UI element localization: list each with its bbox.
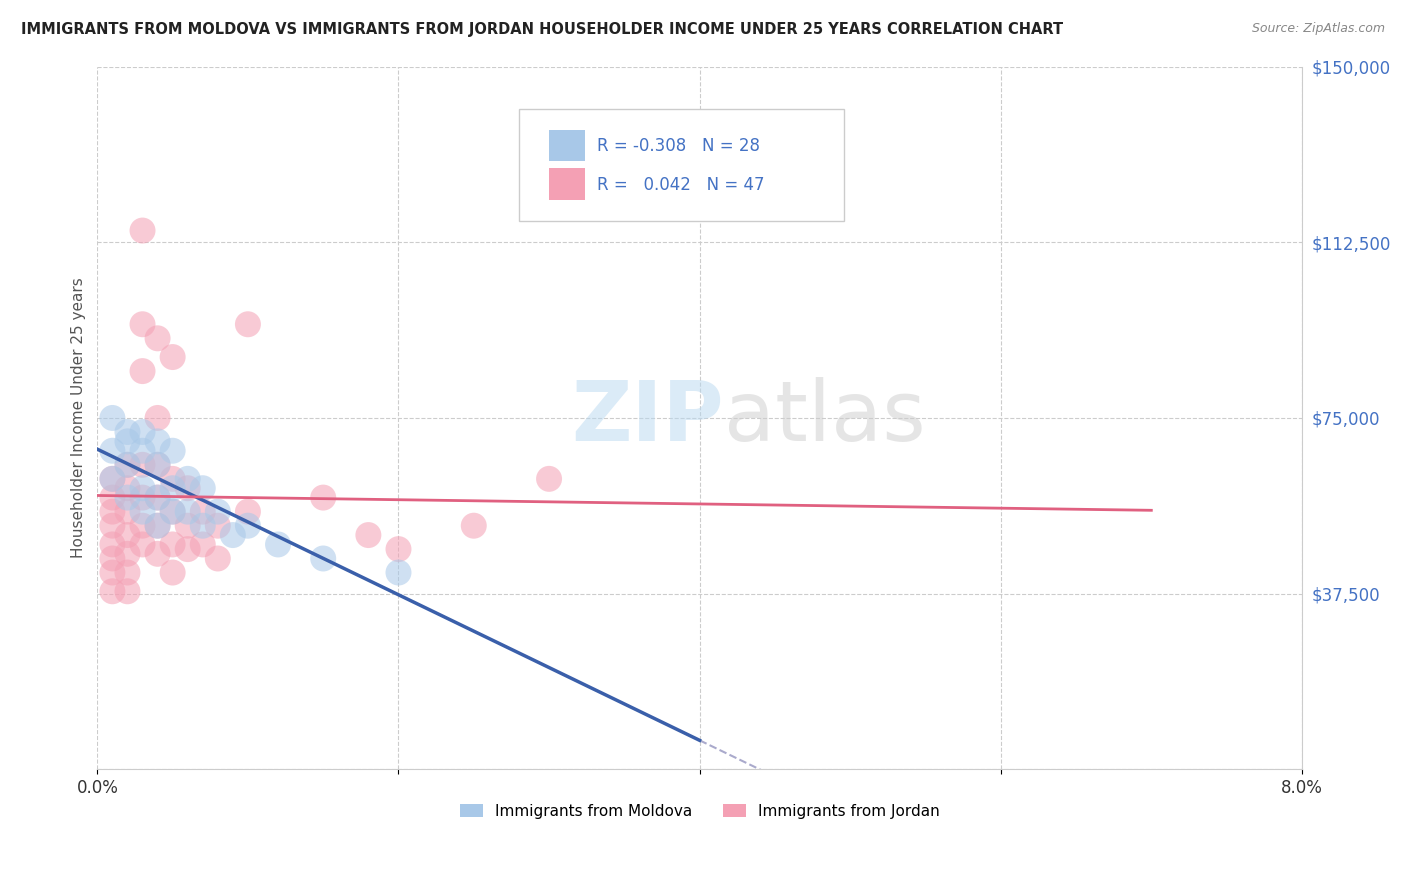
Point bbox=[101, 411, 124, 425]
Point bbox=[146, 491, 169, 505]
Point bbox=[131, 518, 153, 533]
Point bbox=[176, 505, 198, 519]
Point bbox=[131, 318, 153, 332]
Point bbox=[387, 542, 409, 557]
Point bbox=[162, 481, 184, 495]
Point bbox=[146, 458, 169, 472]
Text: Source: ZipAtlas.com: Source: ZipAtlas.com bbox=[1251, 22, 1385, 36]
Point bbox=[131, 364, 153, 378]
Point bbox=[101, 551, 124, 566]
FancyBboxPatch shape bbox=[519, 109, 844, 221]
Point bbox=[146, 547, 169, 561]
Point bbox=[176, 518, 198, 533]
Point bbox=[117, 566, 139, 580]
Text: IMMIGRANTS FROM MOLDOVA VS IMMIGRANTS FROM JORDAN HOUSEHOLDER INCOME UNDER 25 YE: IMMIGRANTS FROM MOLDOVA VS IMMIGRANTS FR… bbox=[21, 22, 1063, 37]
Point bbox=[146, 331, 169, 345]
Point bbox=[162, 350, 184, 364]
Point bbox=[207, 518, 229, 533]
Point bbox=[101, 584, 124, 599]
Point bbox=[101, 566, 124, 580]
Point bbox=[162, 566, 184, 580]
Point bbox=[463, 518, 485, 533]
Point bbox=[312, 491, 335, 505]
Point bbox=[146, 491, 169, 505]
Point bbox=[101, 443, 124, 458]
Point bbox=[176, 481, 198, 495]
Point bbox=[222, 528, 245, 542]
Point bbox=[101, 518, 124, 533]
Point bbox=[162, 505, 184, 519]
Text: ZIP: ZIP bbox=[571, 377, 724, 458]
Point bbox=[117, 491, 139, 505]
Point bbox=[236, 518, 259, 533]
Bar bbox=[550, 130, 585, 161]
Point bbox=[131, 443, 153, 458]
Point bbox=[176, 542, 198, 557]
Point bbox=[146, 518, 169, 533]
Point bbox=[162, 537, 184, 551]
Point bbox=[117, 434, 139, 449]
Text: R = -0.308   N = 28: R = -0.308 N = 28 bbox=[598, 137, 761, 155]
Point bbox=[162, 472, 184, 486]
Point bbox=[117, 481, 139, 495]
Legend: Immigrants from Moldova, Immigrants from Jordan: Immigrants from Moldova, Immigrants from… bbox=[454, 797, 946, 825]
Point bbox=[146, 434, 169, 449]
Point bbox=[191, 518, 214, 533]
Point bbox=[146, 411, 169, 425]
Point bbox=[117, 425, 139, 439]
Point bbox=[131, 491, 153, 505]
Point bbox=[131, 425, 153, 439]
Point bbox=[191, 481, 214, 495]
Point bbox=[538, 472, 561, 486]
Text: R =   0.042   N = 47: R = 0.042 N = 47 bbox=[598, 176, 765, 194]
Point bbox=[191, 505, 214, 519]
Point bbox=[387, 566, 409, 580]
Point bbox=[117, 528, 139, 542]
Point bbox=[162, 505, 184, 519]
Point bbox=[101, 537, 124, 551]
Point bbox=[101, 505, 124, 519]
Point bbox=[357, 528, 380, 542]
Point bbox=[117, 505, 139, 519]
Point bbox=[117, 458, 139, 472]
Point bbox=[312, 551, 335, 566]
Point bbox=[131, 223, 153, 237]
Bar bbox=[550, 169, 585, 200]
Point bbox=[146, 458, 169, 472]
Point bbox=[207, 505, 229, 519]
Point bbox=[236, 318, 259, 332]
Point bbox=[131, 505, 153, 519]
Point bbox=[101, 472, 124, 486]
Point bbox=[236, 505, 259, 519]
Point bbox=[117, 458, 139, 472]
Point bbox=[117, 547, 139, 561]
Point bbox=[162, 443, 184, 458]
Point bbox=[101, 491, 124, 505]
Point bbox=[267, 537, 290, 551]
Point bbox=[131, 481, 153, 495]
Point bbox=[207, 551, 229, 566]
Point bbox=[131, 537, 153, 551]
Point bbox=[101, 472, 124, 486]
Point bbox=[117, 584, 139, 599]
Point bbox=[176, 472, 198, 486]
Point bbox=[146, 518, 169, 533]
Point bbox=[191, 537, 214, 551]
Y-axis label: Householder Income Under 25 years: Householder Income Under 25 years bbox=[72, 277, 86, 558]
Point bbox=[131, 458, 153, 472]
Text: atlas: atlas bbox=[724, 377, 925, 458]
